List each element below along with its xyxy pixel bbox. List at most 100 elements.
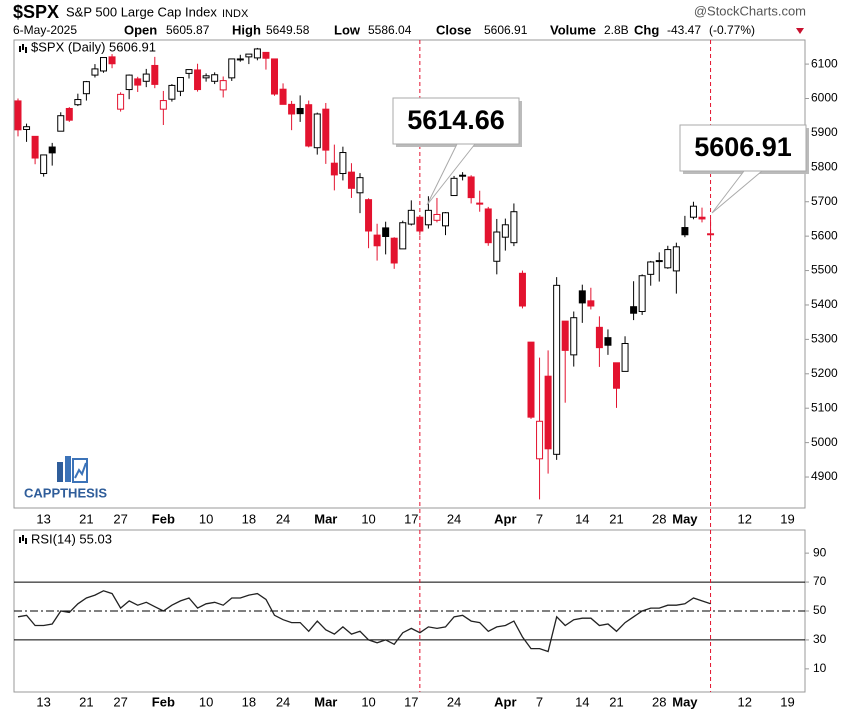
x-tick-label: 7	[536, 694, 543, 709]
x-tick-label: 27	[113, 511, 127, 526]
legend: RSI(14) 55.03	[31, 531, 112, 546]
candle-body	[689, 205, 697, 218]
candle-body	[544, 375, 552, 450]
candle-body	[296, 107, 304, 115]
down-arrow	[796, 28, 804, 34]
x-tick-label: 21	[609, 511, 623, 526]
candle-body	[476, 202, 484, 205]
volume: 2.8B	[604, 23, 629, 37]
candle-body	[578, 290, 586, 304]
logo-text: CAPPTHESIS	[24, 485, 107, 500]
candle-body	[168, 84, 176, 100]
candle-body	[493, 231, 501, 262]
y-tick-label: 90	[813, 545, 827, 559]
x-tick-label: 10	[361, 694, 375, 709]
x-tick-label: 12	[738, 511, 752, 526]
close: 5606.91	[484, 23, 528, 37]
candle-body	[510, 211, 518, 244]
candle-body	[399, 222, 407, 250]
candle-body	[330, 162, 338, 176]
x-tick-label: 19	[780, 511, 794, 526]
x-tick-label: 14	[575, 694, 589, 709]
volume-label: Volume	[550, 22, 596, 37]
candle-body	[305, 104, 313, 147]
callout-pointer	[426, 143, 476, 206]
candle-body	[194, 69, 202, 91]
y-tick-label: 6100	[811, 56, 838, 70]
symbol: $SPX	[13, 2, 59, 22]
candle-body	[561, 320, 569, 351]
callout-text: 5614.66	[407, 105, 505, 135]
y-tick-label: 10	[813, 661, 827, 675]
candle-body	[518, 272, 526, 307]
candle-body	[382, 227, 390, 237]
x-tick-label: Apr	[494, 511, 516, 526]
candle-body	[253, 48, 261, 59]
candle-body	[313, 113, 321, 149]
candle-body	[484, 208, 492, 244]
exchange: INDX	[222, 8, 249, 20]
x-tick-label: 21	[79, 511, 93, 526]
chg-label: Chg	[634, 22, 659, 37]
date: 6-May-2025	[13, 23, 77, 37]
logo-frame	[72, 458, 88, 483]
x-tick-label: 21	[79, 694, 93, 709]
x-tick-label: 10	[199, 511, 213, 526]
x-tick-label: 10	[361, 511, 375, 526]
y-tick-label: 5500	[811, 263, 838, 277]
x-tick-label: 13	[36, 694, 50, 709]
candle-body	[527, 341, 535, 418]
candle-body	[595, 326, 603, 349]
candle-body	[40, 154, 48, 175]
y-tick-label: 5600	[811, 228, 838, 242]
candle-body	[108, 56, 116, 65]
callout-pointer	[711, 170, 763, 214]
x-tick-label: Apr	[494, 694, 516, 709]
x-tick-label: 24	[276, 694, 290, 709]
candle-body	[390, 237, 398, 264]
candle-body	[339, 152, 347, 175]
candle-body	[407, 209, 415, 225]
x-tick-label: 17	[404, 511, 418, 526]
candle-body	[134, 78, 142, 86]
x-tick-label: 28	[652, 511, 666, 526]
y-tick-label: 5100	[811, 400, 838, 414]
y-tick-label: 5900	[811, 125, 838, 139]
candle-body	[211, 74, 219, 82]
index-name: S&P 500 Large Cap Index	[66, 4, 217, 19]
candle-body	[536, 420, 544, 460]
x-tick-label: 7	[536, 511, 543, 526]
candle-body	[365, 199, 373, 232]
candle-body	[501, 224, 509, 238]
y-tick-label: 30	[813, 632, 827, 646]
candle-body	[433, 213, 441, 221]
low-label: Low	[334, 22, 361, 37]
candle-body	[23, 126, 31, 130]
candle-body	[621, 343, 629, 372]
x-tick-label: 14	[575, 511, 589, 526]
candle-body	[698, 216, 706, 220]
candle-body	[356, 177, 364, 194]
y-tick-label: 5200	[811, 366, 838, 380]
x-tick-label: May	[672, 511, 698, 526]
open-label: Open	[124, 22, 157, 37]
price-panel	[13, 39, 806, 509]
close-label: Close	[436, 22, 471, 37]
chg: -43.47	[667, 23, 701, 37]
high: 5649.58	[266, 23, 310, 37]
candle-body	[202, 75, 210, 79]
x-tick-label: 21	[609, 694, 623, 709]
x-tick-label: 18	[242, 511, 256, 526]
candle-body	[142, 73, 150, 82]
y-tick-label: 5800	[811, 159, 838, 173]
y-tick-label: 4900	[811, 469, 838, 483]
x-tick-label: Mar	[314, 511, 337, 526]
source: @StockCharts.com	[694, 3, 806, 18]
candle-body	[117, 93, 125, 110]
callout-text: 5606.91	[694, 132, 792, 162]
candle-body	[630, 306, 638, 314]
candle-body	[262, 51, 270, 59]
candle-body	[176, 77, 184, 92]
legend: $SPX (Daily) 5606.91	[31, 39, 156, 54]
